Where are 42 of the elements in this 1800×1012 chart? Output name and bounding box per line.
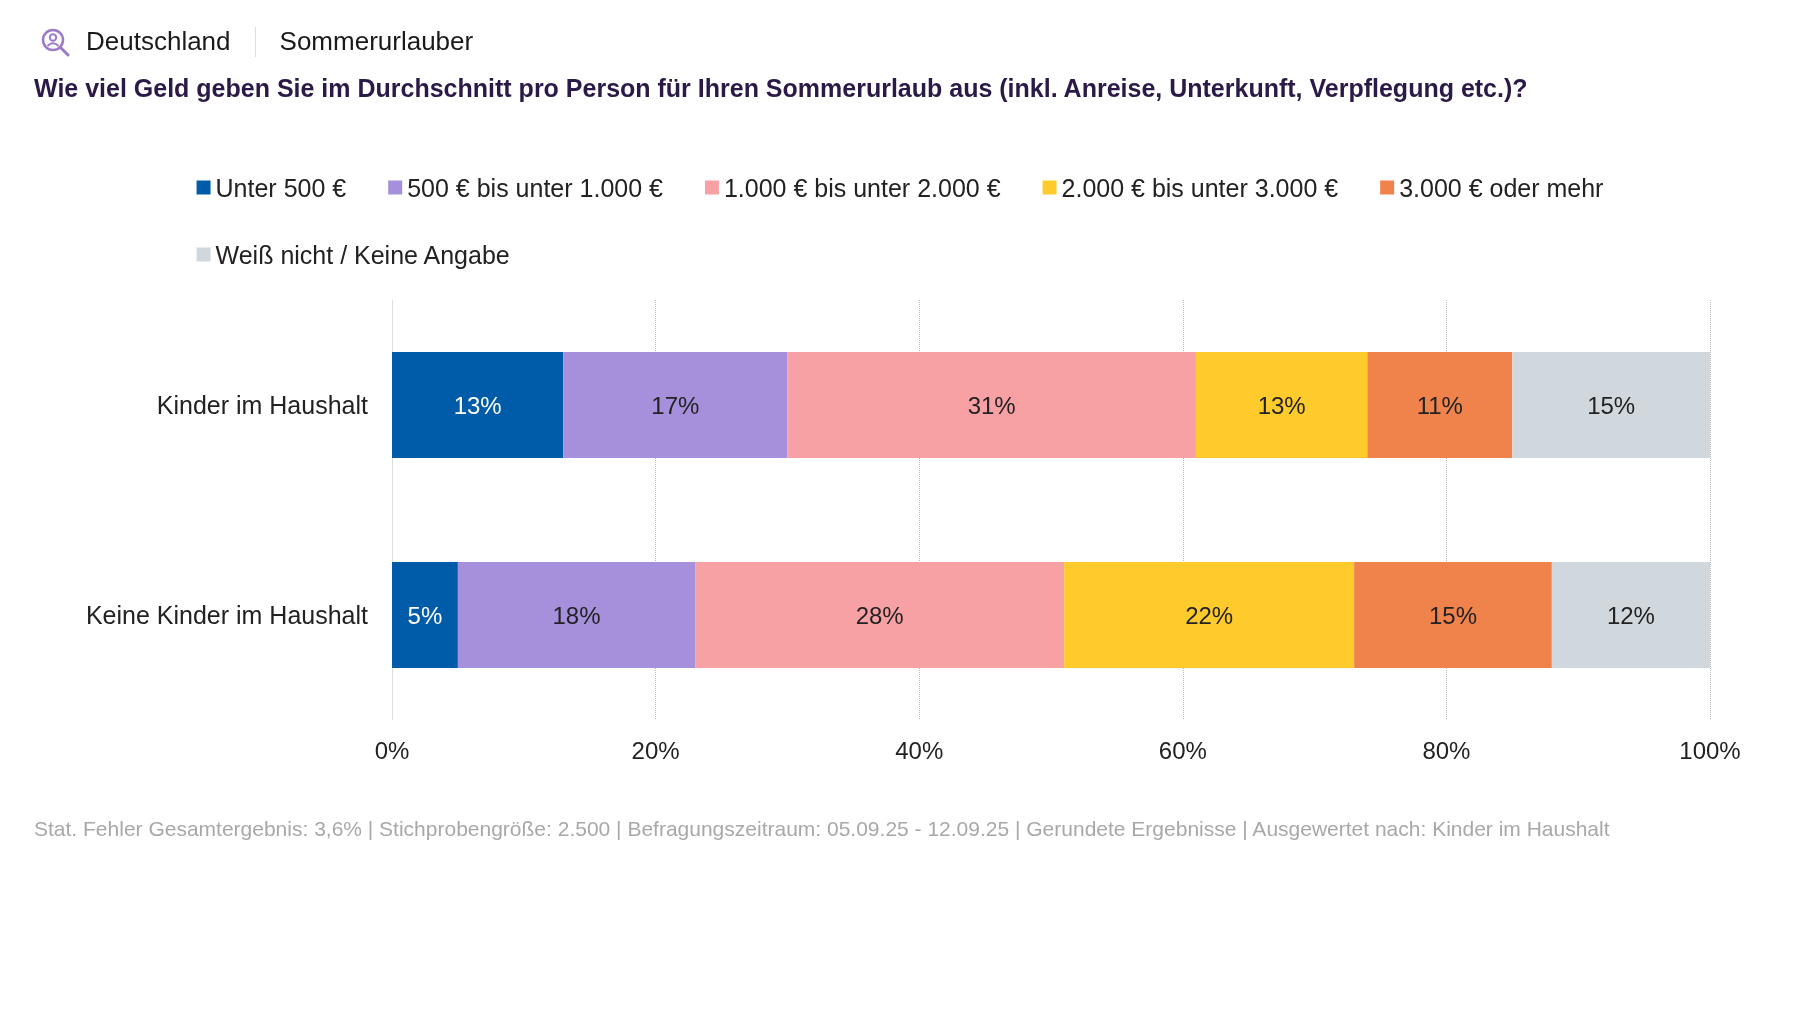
bar	[1195, 352, 1368, 458]
data-label: 31%	[967, 391, 1016, 419]
bar	[695, 562, 1065, 668]
legend-label: 3.000 € oder mehr	[1399, 173, 1604, 202]
x-tick-label: 40%	[895, 736, 944, 764]
data-label: 22%	[1185, 601, 1234, 629]
legend-label: 1.000 € bis unter 2.000 €	[723, 173, 1001, 202]
data-label: 12%	[1606, 601, 1655, 629]
legend-label: 500 € bis unter 1.000 €	[407, 173, 664, 202]
bar	[1512, 352, 1710, 458]
bar	[457, 562, 696, 668]
x-tick-label: 0%	[374, 736, 410, 764]
data-label: 15%	[1428, 601, 1478, 629]
text: Sommerurlauber	[279, 26, 474, 57]
data-label: 15%	[1587, 391, 1636, 419]
chart-title: Wie viel Geld geben Sie im Durchschnitt pro Person für Ihren Sommerurlaub aus (inkl. Anreise, Unterkunft, Verpflegung etc.)?	[34, 74, 1529, 103]
data-label: 18%	[552, 601, 601, 629]
text: Deutschland	[86, 26, 231, 57]
x-tick-label: 100%	[1679, 736, 1741, 764]
y-tick-label: Keine Kinder im Haushalt	[85, 601, 369, 629]
legend-label: 2.000 € bis unter 3.000 €	[1061, 173, 1339, 202]
bar	[1064, 562, 1355, 668]
bar	[1551, 562, 1710, 668]
text: Stat. Fehler Gesamtergebnis: 3,6% | Stichprobengröße: 2.500 | Befragungszeitraum: 05.09.25 - 12.09.25 | Gerundete Ergebnisse | Ausgewertet nach: Kinder im Haushalt	[34, 816, 1611, 842]
data-label: 13%	[453, 391, 502, 419]
legend-label: Weiß nicht / Keine Angabe	[215, 240, 510, 269]
data-label: 28%	[855, 601, 904, 629]
bar	[1354, 562, 1552, 668]
bar	[787, 352, 1196, 458]
bar	[392, 352, 564, 458]
bar	[392, 562, 458, 668]
y-tick-label: Kinder im Haushalt	[156, 391, 369, 419]
bar	[1367, 352, 1513, 458]
data-label: 13%	[1257, 391, 1306, 419]
legend-label: Unter 500 €	[215, 173, 347, 202]
x-tick-label: 80%	[1422, 736, 1471, 764]
bar	[563, 352, 788, 458]
data-label: 11%	[1416, 391, 1463, 419]
x-tick-label: 20%	[631, 736, 680, 764]
x-tick-label: 60%	[1158, 736, 1207, 764]
data-label: 5%	[407, 601, 443, 629]
data-label: 17%	[651, 391, 700, 419]
